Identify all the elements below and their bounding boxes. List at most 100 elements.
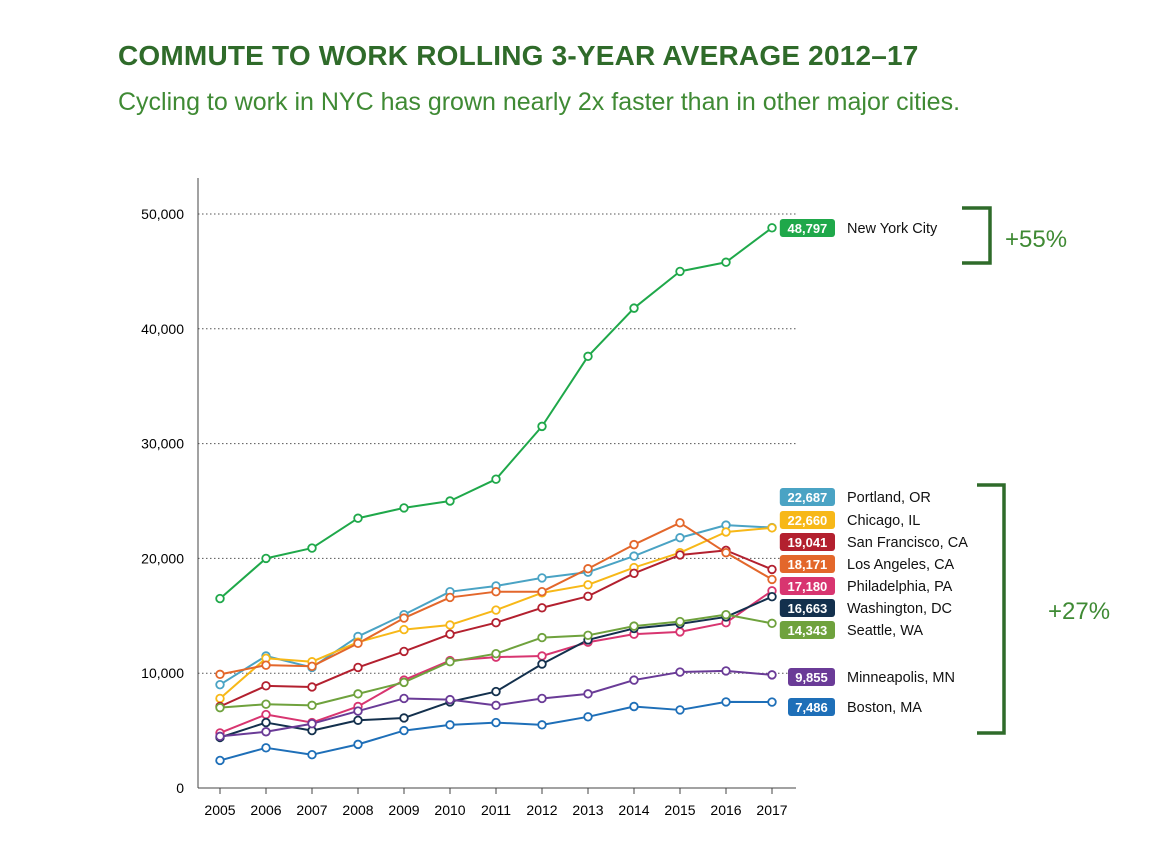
x-tick-label: 2006: [250, 802, 281, 818]
data-point: [583, 351, 593, 362]
data-point: [491, 717, 501, 728]
series-line: [219, 549, 773, 708]
other-cities-growth-annotation: +27%: [1048, 598, 1110, 625]
data-point: [307, 750, 317, 760]
data-point: [537, 573, 547, 583]
value-label: 22,687: [788, 490, 828, 505]
data-point: [583, 689, 593, 699]
series-name-label: Los Angeles, CA: [847, 557, 955, 573]
x-tick-label: 2009: [388, 802, 419, 818]
y-tick-label: 50,000: [141, 206, 184, 222]
data-point: [629, 621, 639, 631]
value-label: 17,180: [788, 579, 828, 594]
series-name-label: Washington, DC: [847, 601, 952, 617]
data-point: [537, 603, 547, 613]
data-point: [675, 533, 685, 543]
data-point: [767, 564, 777, 575]
data-point: [767, 223, 777, 233]
data-point: [629, 303, 639, 313]
data-point: [353, 662, 363, 673]
data-point: [767, 618, 777, 629]
x-tick-label: 2005: [204, 802, 235, 818]
value-label: 18,171: [788, 557, 828, 572]
series-name-label: Philadelphia, PA: [847, 579, 953, 595]
data-point: [215, 669, 225, 680]
data-point: [629, 701, 639, 712]
data-point: [537, 651, 547, 661]
nyc-bracket: [962, 206, 992, 265]
data-point: [261, 727, 271, 737]
value-label: 22,660: [788, 513, 828, 528]
data-point: [491, 648, 501, 659]
data-point: [767, 592, 777, 602]
data-point: [261, 681, 271, 691]
data-point: [583, 712, 593, 722]
data-point: [399, 503, 409, 513]
nyc-growth-annotation: +55%: [1005, 226, 1067, 253]
value-label: 16,663: [788, 601, 828, 616]
data-point: [537, 720, 547, 730]
data-point: [721, 609, 731, 620]
data-point: [399, 677, 409, 688]
y-tick-label: 10,000: [141, 665, 184, 681]
value-badge: [788, 698, 835, 716]
data-point: [353, 706, 363, 716]
data-point: [675, 627, 685, 637]
data-point: [307, 543, 317, 553]
series-name-label: Boston, MA: [847, 700, 922, 716]
series-name-label: New York City: [847, 221, 938, 237]
data-point: [629, 551, 639, 561]
chart-subtitle: Cycling to work in NYC has grown nearly …: [118, 88, 961, 116]
data-point: [629, 675, 639, 685]
data-point: [721, 547, 731, 558]
series-name-label: Portland, OR: [847, 490, 931, 506]
data-point: [445, 620, 455, 630]
data-point: [537, 586, 547, 597]
data-point: [307, 661, 317, 672]
data-point: [675, 518, 685, 528]
data-point: [583, 564, 593, 574]
x-tick-label: 2007: [296, 802, 327, 818]
data-point: [215, 731, 225, 742]
data-point: [399, 613, 409, 623]
data-point: [537, 693, 547, 704]
x-tick-label: 2015: [664, 802, 695, 818]
data-point: [445, 657, 455, 667]
data-point: [537, 632, 547, 643]
data-point: [767, 697, 777, 707]
data-point: [721, 666, 731, 676]
data-point: [491, 686, 501, 697]
x-tick-label: 2008: [342, 802, 373, 818]
data-point: [445, 592, 455, 603]
series-name-label: Seattle, WA: [847, 623, 923, 639]
data-point: [307, 719, 317, 729]
value-badge: [779, 621, 835, 639]
x-tick-label: 2011: [481, 802, 511, 818]
data-point: [721, 527, 731, 537]
data-point: [583, 580, 593, 590]
data-point: [675, 550, 685, 560]
data-point: [583, 591, 593, 601]
value-badge: [779, 511, 835, 529]
data-point: [353, 689, 363, 699]
x-tick-label: 2012: [526, 802, 557, 818]
data-point: [629, 568, 639, 579]
data-point: [629, 539, 639, 550]
value-label: 48,797: [788, 221, 828, 236]
data-point: [215, 679, 225, 690]
data-point: [399, 646, 409, 657]
data-point: [491, 474, 501, 484]
data-point: [215, 702, 225, 713]
y-tick-label: 40,000: [141, 321, 184, 337]
value-badge: [779, 488, 835, 506]
data-point: [537, 659, 547, 669]
value-badge: [779, 219, 835, 237]
data-point: [261, 553, 271, 564]
series-name-label: Minneapolis, MN: [847, 670, 955, 686]
data-point: [675, 266, 685, 277]
data-point: [215, 755, 225, 766]
data-point: [583, 630, 593, 641]
series-line: [219, 595, 773, 739]
value-badge: [779, 533, 835, 551]
data-point: [445, 629, 455, 639]
